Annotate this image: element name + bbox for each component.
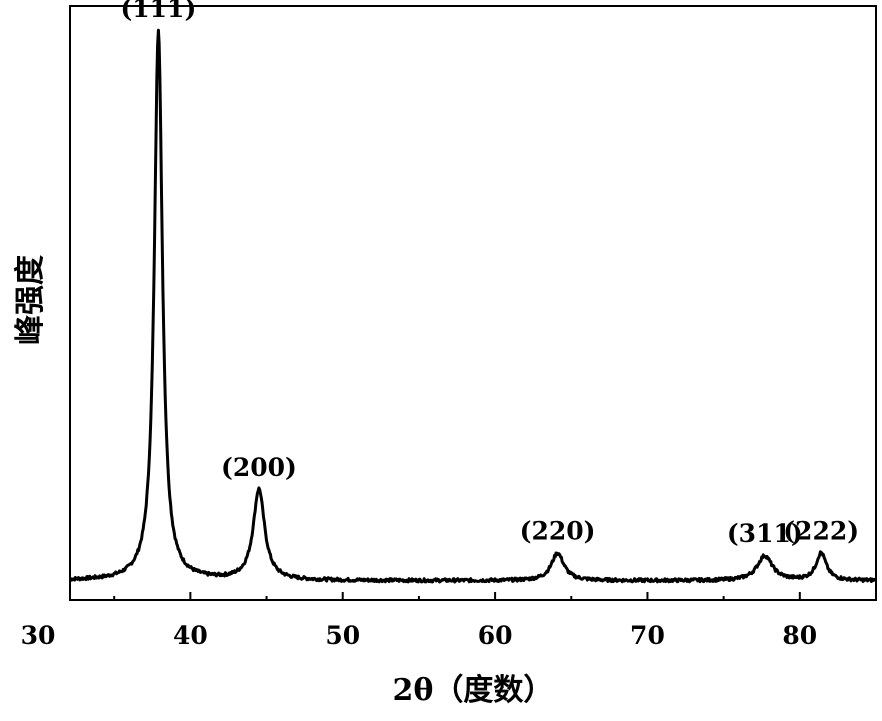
xrd-series-line (70, 30, 875, 582)
x-tick-label-70: 70 (630, 621, 665, 650)
peak-label-200: (200) (221, 453, 297, 482)
peak-label-220: (220) (520, 516, 596, 545)
x-tick-label-40: 40 (173, 621, 208, 650)
plot-frame (70, 6, 876, 600)
y-axis-title: 峰强度 (13, 255, 48, 345)
x-tick-label-80: 80 (782, 621, 817, 650)
peak-label-111: (111) (120, 0, 196, 23)
x-axis-ticks (114, 592, 800, 600)
peak-label-222: (222) (783, 516, 859, 545)
x-tick-label-60: 60 (478, 621, 513, 650)
x-axis-tick-labels: 30 40 50 60 70 80 (21, 621, 818, 650)
x-axis-title: 2θ（度数） (393, 673, 554, 708)
x-tick-label-50: 50 (325, 621, 360, 650)
peak-annotations: (111)(200)(220)(311)(222) (120, 0, 859, 548)
x-tick-label-30: 30 (21, 621, 56, 650)
